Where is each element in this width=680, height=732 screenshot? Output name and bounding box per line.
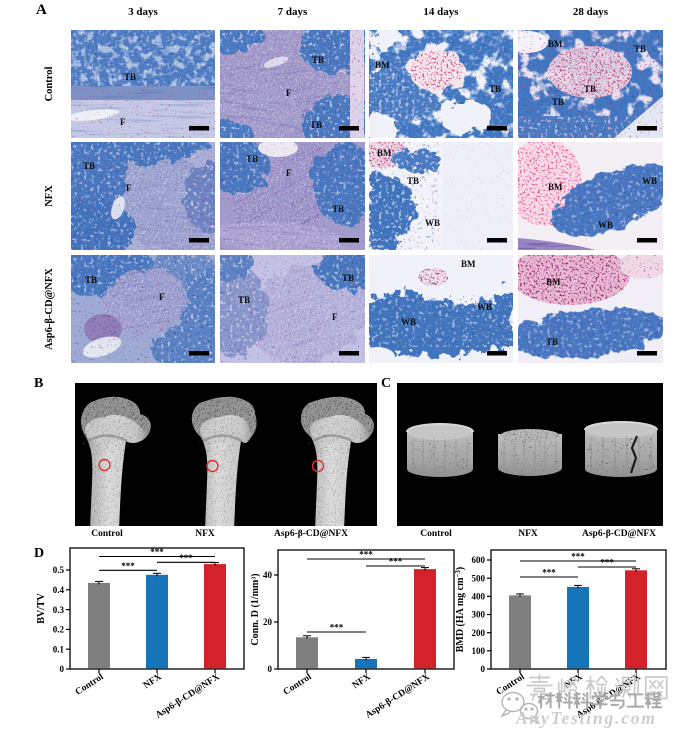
svg-text:F: F — [286, 88, 292, 98]
svg-text:WB: WB — [401, 317, 416, 327]
svg-text:400: 400 — [472, 592, 486, 602]
svg-text:***: *** — [389, 557, 403, 567]
svg-text:***: *** — [542, 568, 556, 578]
svg-text:TB: TB — [634, 44, 646, 54]
svg-text:***: *** — [179, 553, 193, 563]
svg-text:BM: BM — [377, 148, 392, 158]
svg-text:***: *** — [600, 558, 614, 568]
svg-text:F: F — [286, 168, 292, 178]
svg-text:BV/TV: BV/TV — [36, 592, 47, 623]
svg-text:WB: WB — [642, 176, 657, 186]
svg-text:BM: BM — [548, 182, 563, 192]
svg-text:WB: WB — [477, 302, 492, 312]
svg-text:TB: TB — [246, 154, 258, 164]
svg-text:0: 0 — [481, 664, 486, 674]
svg-text:F: F — [159, 292, 165, 302]
svg-text:F: F — [332, 312, 338, 322]
svg-text:***: *** — [121, 561, 135, 571]
svg-text:0.5: 0.5 — [53, 565, 65, 575]
svg-text:TB: TB — [332, 204, 344, 214]
svg-text:F: F — [120, 117, 126, 127]
svg-text:TB: TB — [546, 337, 558, 347]
svg-text:WB: WB — [598, 220, 613, 230]
svg-text:0: 0 — [60, 664, 65, 674]
svg-text:BM: BM — [546, 277, 561, 287]
svg-text:0: 0 — [268, 664, 273, 674]
svg-text:600: 600 — [472, 555, 486, 565]
svg-text:100: 100 — [472, 646, 486, 656]
svg-text:***: *** — [359, 550, 373, 560]
svg-text:Control: Control — [74, 672, 106, 698]
svg-text:0.2: 0.2 — [53, 625, 65, 635]
svg-text:0.4: 0.4 — [53, 585, 65, 595]
svg-text:F: F — [126, 183, 132, 193]
svg-text:BM: BM — [461, 259, 476, 269]
svg-text:0.1: 0.1 — [53, 644, 65, 654]
svg-text:300: 300 — [472, 610, 486, 620]
svg-text:WB: WB — [425, 218, 440, 228]
svg-text:TB: TB — [85, 275, 97, 285]
svg-text:Control: Control — [282, 672, 314, 698]
svg-text:20: 20 — [263, 617, 273, 627]
svg-text:TB: TB — [489, 84, 501, 94]
svg-text:***: *** — [150, 547, 164, 557]
svg-text:TB: TB — [124, 72, 136, 82]
svg-text:TB: TB — [407, 176, 419, 186]
svg-text:0.3: 0.3 — [53, 605, 65, 615]
svg-text:AnyTesting.com: AnyTesting.com — [515, 708, 657, 728]
svg-text:BMD (HA mg cm−3): BMD (HA mg cm−3) — [454, 567, 466, 653]
svg-text:40: 40 — [263, 570, 273, 580]
svg-text:BM: BM — [548, 39, 563, 49]
svg-text:Conn. D (1/mm³): Conn. D (1/mm³) — [250, 573, 261, 645]
svg-text:Asp6-β-CD@NFX: Asp6-β-CD@NFX — [364, 672, 432, 721]
svg-text:Asp6-β-CD@NFX: Asp6-β-CD@NFX — [154, 672, 222, 721]
svg-text:TB: TB — [310, 120, 322, 130]
svg-text:200: 200 — [472, 628, 486, 638]
svg-text:NFX: NFX — [142, 672, 164, 691]
svg-text:BM: BM — [375, 60, 390, 70]
svg-text:TB: TB — [238, 295, 250, 305]
svg-text:***: *** — [330, 623, 344, 633]
svg-text:TB: TB — [584, 84, 596, 94]
svg-text:TB: TB — [342, 273, 354, 283]
svg-text:***: *** — [571, 552, 585, 562]
svg-text:500: 500 — [472, 573, 486, 583]
svg-text:NFX: NFX — [351, 672, 373, 691]
svg-text:TB: TB — [312, 55, 324, 65]
svg-text:TB: TB — [83, 161, 95, 171]
svg-text:TB: TB — [552, 97, 564, 107]
